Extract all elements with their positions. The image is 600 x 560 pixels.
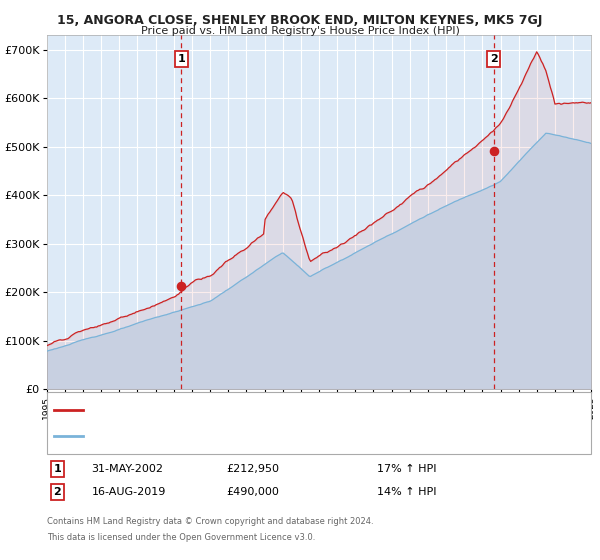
Text: 2: 2 [53, 487, 61, 497]
Text: 17% ↑ HPI: 17% ↑ HPI [377, 464, 436, 474]
Text: 1: 1 [53, 464, 61, 474]
Text: 16-AUG-2019: 16-AUG-2019 [92, 487, 166, 497]
Text: 15, ANGORA CLOSE, SHENLEY BROOK END, MILTON KEYNES, MK5 7GJ: 15, ANGORA CLOSE, SHENLEY BROOK END, MIL… [58, 14, 542, 27]
Text: £490,000: £490,000 [227, 487, 280, 497]
Text: Contains HM Land Registry data © Crown copyright and database right 2024.: Contains HM Land Registry data © Crown c… [47, 517, 373, 526]
Text: Price paid vs. HM Land Registry's House Price Index (HPI): Price paid vs. HM Land Registry's House … [140, 26, 460, 36]
Text: HPI: Average price, detached house, Milton Keynes: HPI: Average price, detached house, Milt… [88, 432, 318, 441]
Text: 31-MAY-2002: 31-MAY-2002 [92, 464, 164, 474]
Text: 15, ANGORA CLOSE, SHENLEY BROOK END, MILTON KEYNES, MK5 7GJ (detached house): 15, ANGORA CLOSE, SHENLEY BROOK END, MIL… [88, 406, 482, 415]
Text: This data is licensed under the Open Government Licence v3.0.: This data is licensed under the Open Gov… [47, 533, 315, 542]
Text: 1: 1 [178, 54, 185, 64]
Text: 2: 2 [490, 54, 497, 64]
Text: 14% ↑ HPI: 14% ↑ HPI [377, 487, 436, 497]
Point [489, 147, 499, 156]
Text: £212,950: £212,950 [227, 464, 280, 474]
Point [176, 281, 186, 290]
